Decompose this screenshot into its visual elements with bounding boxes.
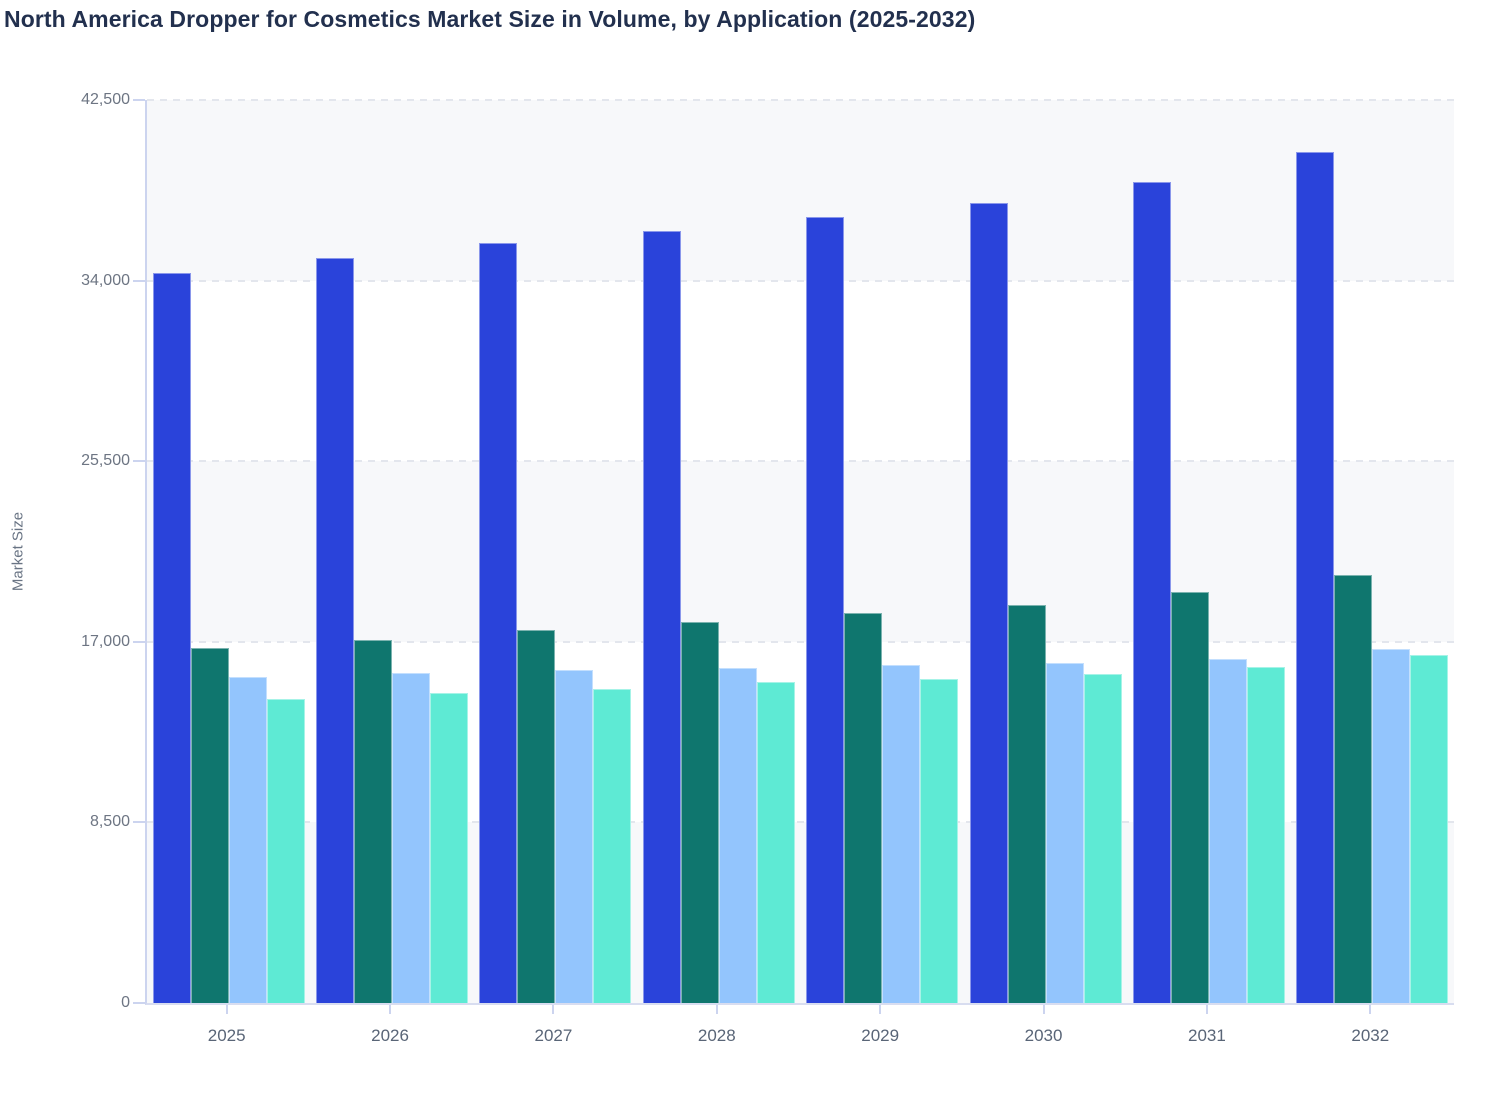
- bar-2025-series-2-teal[interactable]: [190, 648, 229, 1003]
- gridline: [147, 460, 1454, 463]
- gridline: [147, 99, 1454, 101]
- bar-2025-series-4-mint[interactable]: [266, 699, 305, 1003]
- x-axis-tick: [225, 1005, 228, 1014]
- bar-2030-series-1-blue[interactable]: [969, 203, 1008, 1003]
- gridline: [147, 279, 1454, 282]
- x-axis-tick: [1205, 1005, 1208, 1014]
- y-axis-tick-label: 0: [121, 994, 130, 1011]
- bar-group-2032: [1296, 100, 1449, 1003]
- bar-2026-series-2-teal[interactable]: [354, 639, 393, 1003]
- bar-2032-series-4-mint[interactable]: [1410, 654, 1449, 1003]
- plot-band: [147, 461, 1454, 642]
- plot-band: [147, 280, 1454, 462]
- y-axis-tick: [133, 460, 145, 463]
- y-axis-tick-label: 42,500: [81, 91, 130, 108]
- bar-group-2026: [316, 100, 469, 1003]
- x-axis-tick: [552, 1005, 555, 1014]
- bar-2031-series-3-light-blue[interactable]: [1208, 658, 1247, 1003]
- gridline: [147, 821, 1454, 824]
- bar-2030-series-4-mint[interactable]: [1083, 673, 1122, 1003]
- y-axis-tick: [133, 640, 145, 643]
- y-axis-tick-label: 17,000: [81, 632, 130, 650]
- bar-group-2030: [969, 100, 1122, 1003]
- y-axis-title: Market Size: [9, 511, 27, 592]
- x-axis-tick-label: 2027: [534, 1026, 573, 1045]
- x-axis-tick-label: 2028: [697, 1026, 736, 1045]
- x-axis-tick-label: 2031: [1188, 1026, 1226, 1045]
- bar-2025-series-3-light-blue[interactable]: [228, 676, 267, 1003]
- y-axis-tick: [133, 821, 145, 824]
- bar-2032-series-3-light-blue[interactable]: [1372, 649, 1411, 1003]
- bar-2029-series-1-blue[interactable]: [806, 216, 845, 1003]
- bar-2030-series-2-teal[interactable]: [1007, 604, 1046, 1003]
- x-axis-tick-label: 2026: [371, 1026, 409, 1045]
- bar-2030-series-3-light-blue[interactable]: [1045, 663, 1084, 1003]
- x-axis-tick-label: 2030: [1024, 1026, 1063, 1045]
- bar-2027-series-1-blue[interactable]: [479, 243, 518, 1003]
- bar-group-2029: [806, 100, 959, 1003]
- x-axis-tick-label: 2032: [1351, 1026, 1390, 1045]
- plot-band: [147, 100, 1454, 281]
- bar-2031-series-4-mint[interactable]: [1246, 667, 1285, 1003]
- x-axis-tick-label: 2025: [207, 1026, 246, 1045]
- y-axis-tick-label: 25,500: [81, 452, 130, 470]
- bar-2029-series-2-teal[interactable]: [844, 613, 883, 1003]
- bar-2027-series-2-teal[interactable]: [517, 630, 556, 1003]
- bar-2032-series-1-blue[interactable]: [1296, 152, 1335, 1003]
- bar-2032-series-2-teal[interactable]: [1334, 574, 1373, 1003]
- bar-2026-series-1-blue[interactable]: [316, 258, 355, 1003]
- y-axis-tick: [133, 279, 145, 282]
- bar-2026-series-4-mint[interactable]: [430, 692, 469, 1003]
- bar-2028-series-3-light-blue[interactable]: [718, 668, 757, 1003]
- bar-group-2025: [152, 100, 305, 1003]
- x-axis-tick-label: 2029: [861, 1026, 900, 1045]
- bar-group-2028: [642, 100, 795, 1003]
- bar-2028-series-2-teal[interactable]: [680, 621, 719, 1003]
- y-axis-tick-label: 8,500: [89, 813, 130, 831]
- x-axis-tick: [715, 1005, 718, 1014]
- bar-2027-series-4-mint[interactable]: [593, 688, 632, 1003]
- bar-2029-series-4-mint[interactable]: [920, 678, 959, 1003]
- bar-2028-series-1-blue[interactable]: [642, 230, 681, 1003]
- bar-group-2027: [479, 100, 632, 1003]
- y-axis-tick: [133, 1002, 145, 1004]
- gridline: [147, 640, 1454, 643]
- plot-area: [145, 99, 1454, 1005]
- bar-2025-series-1-blue[interactable]: [152, 273, 191, 1003]
- bar-2029-series-3-light-blue[interactable]: [882, 665, 921, 1003]
- bar-2028-series-4-mint[interactable]: [756, 682, 795, 1003]
- y-axis-tick: [133, 99, 145, 101]
- x-axis-tick: [389, 1005, 392, 1014]
- bar-2027-series-3-light-blue[interactable]: [555, 670, 594, 1003]
- x-axis-tick: [1042, 1005, 1045, 1014]
- x-axis-tick: [1369, 1005, 1372, 1014]
- y-axis-tick-label: 34,000: [81, 271, 130, 289]
- bar-group-2031: [1132, 100, 1285, 1003]
- x-axis-tick: [879, 1005, 882, 1014]
- chart-title: North America Dropper for Cosmetics Mark…: [4, 6, 976, 32]
- bar-2031-series-1-blue[interactable]: [1132, 181, 1171, 1003]
- bar-2031-series-2-teal[interactable]: [1170, 591, 1209, 1003]
- bar-2026-series-3-light-blue[interactable]: [392, 672, 431, 1003]
